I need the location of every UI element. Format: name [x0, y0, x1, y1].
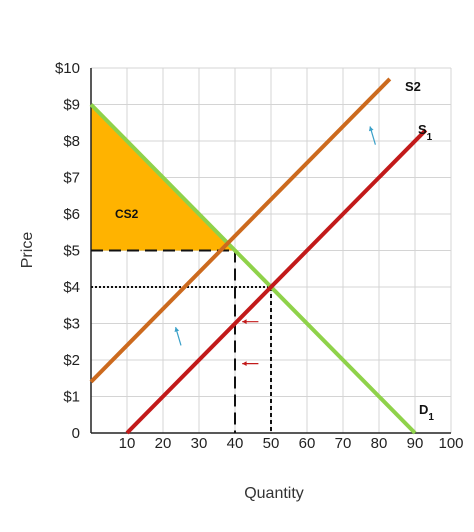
series-label-d1-subscript: 1 — [428, 412, 434, 423]
y-tick-label: $10 — [55, 60, 80, 77]
x-tick-label: 70 — [335, 435, 352, 452]
supply-line-s2 — [89, 77, 392, 384]
shift-arrow-blue-lower — [174, 326, 182, 346]
y-tick-label: $7 — [63, 170, 80, 187]
x-tick-label: 20 — [155, 435, 172, 452]
series-label-d1: D1 — [419, 402, 434, 423]
supply-line-s1 — [125, 128, 428, 435]
y-tick-label: $8 — [63, 133, 80, 150]
x-axis-title: Quantity — [244, 485, 304, 502]
y-tick-label: $9 — [63, 97, 80, 114]
x-tick-label: 90 — [407, 435, 424, 452]
y-axis-title: Price — [19, 232, 36, 269]
shift-arrow-red-lower — [242, 361, 259, 367]
x-tick-label: 50 — [263, 435, 280, 452]
y-tick-label: $1 — [63, 389, 80, 406]
y-tick-label: $4 — [63, 279, 80, 296]
shift-arrow-blue-upper — [368, 126, 376, 145]
shift-arrow-red-upper-head — [242, 319, 247, 325]
shift-arrow-red-lower-head — [242, 361, 247, 367]
shift-arrow-blue-lower-head — [174, 327, 180, 333]
x-tick-label: 30 — [191, 435, 208, 452]
series-label-s1-subscript: 1 — [427, 132, 433, 143]
y-tick-label: $2 — [63, 352, 80, 369]
cs-area-label-1: CS2 — [115, 207, 139, 221]
shift-arrow-red-upper — [242, 319, 259, 325]
x-tick-label: 10 — [119, 435, 136, 452]
y-tick-label: 0 — [72, 425, 80, 442]
x-tick-label: 40 — [227, 435, 244, 452]
y-tick-label: $6 — [63, 206, 80, 223]
shift-arrow-blue-upper-head — [368, 126, 374, 132]
series-label-s2: S2 — [405, 79, 421, 94]
series-label-s1: S1 — [418, 122, 433, 143]
y-tick-label: $3 — [63, 316, 80, 333]
x-tick-label: 60 — [299, 435, 316, 452]
x-tick-label: 80 — [371, 435, 388, 452]
demand-line-d1 — [89, 103, 417, 435]
y-tick-label: $5 — [63, 243, 80, 260]
x-tick-label: 100 — [438, 435, 463, 452]
